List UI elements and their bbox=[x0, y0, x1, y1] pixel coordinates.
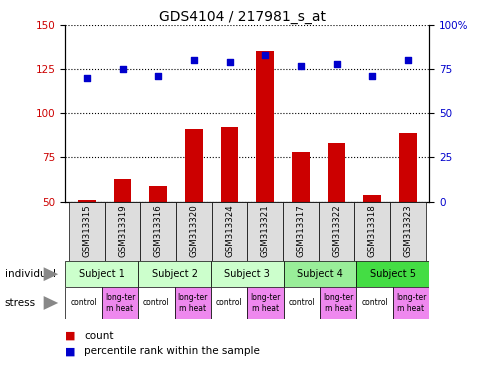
Bar bbox=[102, 287, 138, 319]
Point bbox=[225, 59, 233, 65]
Text: control: control bbox=[288, 298, 315, 308]
Bar bbox=[65, 287, 102, 319]
Text: long-ter
m heat: long-ter m heat bbox=[250, 293, 280, 313]
Text: individual: individual bbox=[5, 269, 56, 279]
Text: Subject 5: Subject 5 bbox=[369, 269, 415, 279]
Bar bbox=[140, 202, 176, 261]
Bar bbox=[69, 202, 105, 261]
Bar bbox=[174, 287, 211, 319]
Point bbox=[83, 75, 91, 81]
Point bbox=[403, 57, 411, 63]
Text: GSM313317: GSM313317 bbox=[296, 204, 305, 257]
Bar bbox=[105, 202, 140, 261]
Bar bbox=[247, 202, 283, 261]
Text: ■: ■ bbox=[65, 346, 76, 356]
Bar bbox=[211, 202, 247, 261]
Text: percentile rank within the sample: percentile rank within the sample bbox=[84, 346, 259, 356]
Text: GSM313320: GSM313320 bbox=[189, 204, 198, 257]
Bar bbox=[184, 129, 202, 202]
Text: GSM313315: GSM313315 bbox=[82, 204, 91, 257]
Bar bbox=[354, 202, 389, 261]
Text: control: control bbox=[215, 298, 242, 308]
Bar bbox=[65, 261, 138, 287]
Text: long-ter
m heat: long-ter m heat bbox=[177, 293, 208, 313]
Polygon shape bbox=[44, 267, 58, 281]
Bar bbox=[138, 287, 174, 319]
Point bbox=[296, 63, 304, 69]
Bar bbox=[291, 152, 309, 202]
Bar bbox=[211, 287, 247, 319]
Text: GSM313324: GSM313324 bbox=[225, 204, 234, 257]
Text: GSM313323: GSM313323 bbox=[403, 204, 411, 257]
Text: control: control bbox=[143, 298, 169, 308]
Bar bbox=[283, 202, 318, 261]
Bar bbox=[176, 202, 211, 261]
Point bbox=[154, 73, 162, 79]
Bar bbox=[220, 127, 238, 202]
Bar bbox=[356, 261, 428, 287]
Bar bbox=[138, 261, 211, 287]
Bar bbox=[318, 202, 354, 261]
Bar bbox=[327, 143, 345, 202]
Text: control: control bbox=[361, 298, 387, 308]
Text: long-ter
m heat: long-ter m heat bbox=[105, 293, 135, 313]
Text: GDS4104 / 217981_s_at: GDS4104 / 217981_s_at bbox=[159, 10, 325, 23]
Bar bbox=[363, 195, 380, 202]
Text: Subject 4: Subject 4 bbox=[297, 269, 342, 279]
Bar bbox=[283, 261, 356, 287]
Text: Subject 1: Subject 1 bbox=[79, 269, 124, 279]
Bar bbox=[211, 261, 283, 287]
Bar bbox=[356, 287, 392, 319]
Bar bbox=[256, 51, 273, 202]
Bar bbox=[149, 186, 167, 202]
Point bbox=[190, 57, 197, 63]
Point bbox=[367, 73, 375, 79]
Text: GSM313321: GSM313321 bbox=[260, 204, 269, 257]
Text: long-ter
m heat: long-ter m heat bbox=[322, 293, 353, 313]
Bar bbox=[389, 202, 425, 261]
Polygon shape bbox=[44, 296, 58, 310]
Text: GSM313319: GSM313319 bbox=[118, 204, 127, 257]
Bar bbox=[319, 287, 356, 319]
Text: GSM313322: GSM313322 bbox=[332, 204, 340, 257]
Point bbox=[119, 66, 126, 72]
Text: Subject 3: Subject 3 bbox=[224, 269, 270, 279]
Text: long-ter
m heat: long-ter m heat bbox=[395, 293, 425, 313]
Bar bbox=[283, 287, 319, 319]
Bar bbox=[392, 287, 428, 319]
Text: control: control bbox=[70, 298, 97, 308]
Point bbox=[332, 61, 340, 67]
Point bbox=[261, 52, 269, 58]
Text: GSM313318: GSM313318 bbox=[367, 204, 376, 257]
Bar bbox=[247, 287, 283, 319]
Bar bbox=[78, 200, 95, 202]
Bar bbox=[113, 179, 131, 202]
Text: Subject 2: Subject 2 bbox=[151, 269, 197, 279]
Bar bbox=[398, 133, 416, 202]
Text: GSM313316: GSM313316 bbox=[153, 204, 162, 257]
Text: stress: stress bbox=[5, 298, 36, 308]
Text: ■: ■ bbox=[65, 331, 76, 341]
Text: count: count bbox=[84, 331, 113, 341]
